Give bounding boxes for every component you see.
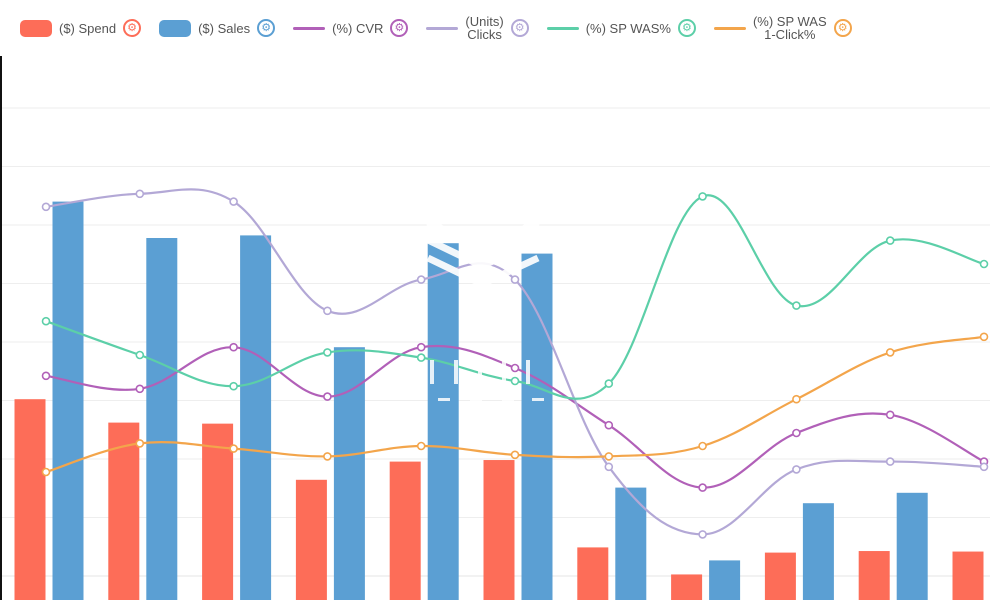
legend-item-4[interactable]: (Units) Clicks ⚙ — [426, 14, 529, 42]
point-sp-was-1-click-1 — [41, 467, 51, 477]
point-units-clicks-11 — [979, 462, 989, 472]
legend-swatch — [293, 26, 326, 30]
legend-item-5[interactable]: (%) SP WAS% ⚙ — [546, 19, 696, 37]
point-sp-was-7 — [604, 379, 614, 388]
bar-sales-9 — [802, 503, 834, 600]
legend-swatch — [546, 26, 579, 30]
point-units-clicks-10 — [885, 457, 895, 466]
point-cvr-4 — [323, 392, 332, 401]
bar-sales-4 — [333, 347, 365, 600]
legend-label: ($) Spend — [59, 20, 117, 36]
point-sp-was-1-click-2 — [135, 439, 145, 448]
point-sp-was-1-click-10 — [885, 348, 895, 357]
bar-spend-10 — [858, 551, 890, 600]
point-sp-was-1 — [41, 316, 51, 326]
point-units-clicks-9 — [792, 465, 801, 474]
legend-label: (%) CVR — [332, 20, 384, 36]
gear-icon[interactable]: ⚙ — [390, 19, 409, 37]
legend-label: (%) SP WAS 1-Click% — [752, 14, 827, 42]
bar-spend-2 — [108, 422, 140, 600]
bar-spend-5 — [389, 461, 421, 600]
bar-sales-3 — [240, 235, 272, 600]
point-sp-was-1-click-3 — [229, 444, 238, 453]
bar-sales-5 — [427, 243, 459, 600]
point-cvr-7 — [604, 420, 614, 430]
point-units-clicks-3 — [229, 197, 238, 206]
point-cvr-6 — [510, 363, 520, 373]
point-sp-was-5 — [416, 353, 426, 362]
point-units-clicks-7 — [604, 462, 614, 472]
combo-chart — [0, 56, 990, 600]
gear-icon[interactable]: ⚙ — [677, 19, 696, 37]
point-cvr-1 — [41, 371, 51, 381]
bar-spend-7 — [577, 547, 609, 600]
bar-sales-2 — [146, 238, 178, 600]
point-cvr-10 — [885, 410, 895, 420]
bar-spend-8 — [671, 574, 703, 600]
point-cvr-3 — [229, 342, 238, 352]
point-units-clicks-8 — [698, 530, 707, 539]
chart-area — [0, 56, 990, 600]
bar-spend-3 — [202, 423, 234, 600]
bar-sales-1 — [52, 201, 84, 600]
point-sp-was-1-click-4 — [323, 452, 332, 461]
point-units-clicks-5 — [416, 275, 426, 284]
point-sp-was-3 — [229, 381, 238, 391]
point-sp-was-11 — [979, 259, 989, 269]
point-sp-was-1-click-9 — [792, 394, 801, 404]
point-units-clicks-4 — [323, 306, 332, 316]
legend-item-3[interactable]: (%) CVR ⚙ — [293, 19, 409, 37]
bar-sales-8 — [709, 560, 741, 600]
bar-spend-4 — [295, 479, 327, 600]
point-sp-was-1-click-7 — [604, 452, 614, 461]
bar-spend-9 — [764, 552, 796, 600]
point-sp-was-1-click-11 — [979, 332, 989, 342]
chart-legend: ($) Spend ⚙ ($) Sales ⚙ (%) CVR ⚙ (Units) Clic… — [0, 0, 990, 56]
point-units-clicks-1 — [41, 202, 51, 212]
point-cvr-9 — [792, 428, 801, 438]
point-sp-was-4 — [323, 348, 332, 357]
gear-icon[interactable]: ⚙ — [833, 19, 852, 37]
point-cvr-2 — [135, 384, 145, 394]
legend-swatch — [713, 26, 746, 30]
gear-icon[interactable]: ⚙ — [257, 19, 276, 37]
line-sp-was — [45, 194, 985, 400]
point-units-clicks-6 — [510, 275, 520, 284]
point-cvr-8 — [698, 483, 707, 492]
legend-label: ($) Sales — [198, 20, 251, 36]
point-sp-was-8 — [698, 192, 707, 201]
point-sp-was-1-click-8 — [698, 441, 707, 451]
line-units-clicks — [45, 188, 985, 536]
point-sp-was-9 — [792, 301, 801, 310]
bar-sales-10 — [896, 492, 928, 600]
legend-label: (Units) Clicks — [465, 14, 504, 42]
legend-swatch — [20, 19, 52, 37]
legend-item-2[interactable]: ($) Sales ⚙ — [159, 19, 276, 37]
legend-swatch — [426, 26, 459, 30]
gear-icon[interactable]: ⚙ — [510, 19, 529, 37]
point-sp-was-1-click-5 — [416, 441, 426, 451]
legend-item-6[interactable]: (%) SP WAS 1-Click% ⚙ — [713, 14, 852, 42]
bar-spend-1 — [14, 399, 46, 600]
legend-swatch — [159, 19, 192, 37]
bar-sales-6 — [521, 253, 553, 600]
point-units-clicks-2 — [135, 189, 145, 199]
gear-icon[interactable]: ⚙ — [123, 19, 142, 37]
point-sp-was-10 — [885, 236, 895, 245]
bar-spend-6 — [483, 460, 515, 600]
point-cvr-5 — [416, 342, 426, 352]
point-sp-was-2 — [135, 350, 145, 360]
legend-label: (%) SP WAS% — [585, 20, 671, 36]
point-sp-was-1-click-6 — [510, 450, 520, 460]
legend-item-1[interactable]: ($) Spend ⚙ — [20, 19, 142, 37]
bar-spend-11 — [952, 551, 984, 600]
point-sp-was-6 — [510, 376, 520, 386]
